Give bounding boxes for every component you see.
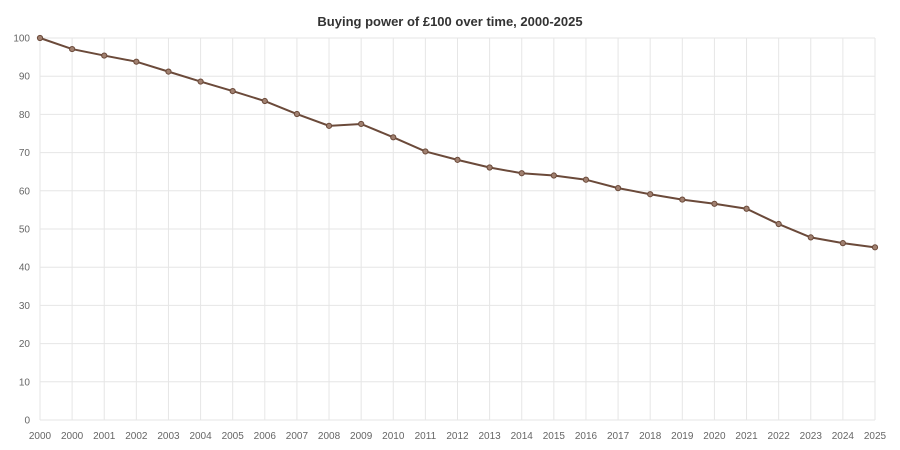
data-point — [36, 34, 44, 42]
x-tick-label: 2018 — [639, 431, 662, 442]
y-tick-label: 100 — [13, 34, 30, 45]
x-tick-label: 2000 — [61, 431, 84, 442]
y-tick-label: 10 — [19, 377, 31, 388]
data-point — [550, 172, 557, 179]
data-point — [614, 185, 622, 192]
data-point — [197, 78, 204, 85]
data-point — [711, 200, 718, 207]
y-axis-ticks: 0 10 20 30 40 50 60 70 80 90 100 — [13, 34, 30, 427]
x-tick-label: 2009 — [350, 431, 373, 442]
data-point — [390, 134, 397, 141]
x-tick-label: 2000 — [29, 431, 52, 442]
x-tick-label: 2017 — [607, 431, 630, 442]
y-tick-label: 40 — [19, 263, 31, 274]
data-point — [518, 170, 525, 177]
data-point — [679, 196, 686, 203]
data-point — [743, 205, 750, 212]
data-point — [422, 148, 429, 155]
data-point — [839, 240, 846, 247]
x-tick-label: 2023 — [800, 431, 823, 442]
y-tick-label: 50 — [19, 225, 31, 236]
data-point — [325, 122, 333, 129]
x-tick-label: 2024 — [832, 431, 855, 442]
x-tick-label: 2020 — [703, 431, 726, 442]
x-tick-label: 2013 — [478, 431, 501, 442]
x-tick-label: 2010 — [382, 431, 405, 442]
x-tick-label: 2003 — [157, 431, 180, 442]
x-tick-label: 2005 — [222, 431, 245, 442]
data-point — [133, 58, 140, 65]
x-tick-label: 2006 — [254, 431, 277, 442]
data-point — [165, 68, 172, 75]
data-point — [358, 120, 365, 128]
x-tick-label: 2004 — [189, 431, 212, 442]
x-tick-label: 2012 — [446, 431, 469, 442]
data-point — [647, 191, 654, 198]
x-tick-label: 2001 — [93, 431, 116, 442]
x-tick-label: 2007 — [286, 431, 309, 442]
x-tick-label: 2008 — [318, 431, 341, 442]
x-tick-label: 2022 — [768, 431, 791, 442]
data-point — [807, 234, 814, 241]
data-point — [486, 164, 493, 171]
data-point — [454, 156, 461, 163]
data-point — [293, 110, 301, 118]
x-tick-label: 2025 — [864, 431, 887, 442]
x-tick-label: 2019 — [671, 431, 694, 442]
y-tick-label: 90 — [19, 72, 31, 83]
data-point — [261, 97, 268, 105]
y-tick-label: 70 — [19, 148, 31, 159]
x-axis-ticks: 2000 2000 2001 2002 2003 2004 2005 2006 2007 2008… — [29, 431, 887, 442]
x-tick-label: 2014 — [511, 431, 534, 442]
x-tick-label: 2002 — [125, 431, 148, 442]
chart-title: Buying power of £100 over time, 2000-202… — [317, 14, 582, 29]
y-tick-label: 60 — [19, 186, 31, 197]
data-point — [871, 244, 879, 251]
y-tick-label: 30 — [19, 301, 31, 312]
data-point — [229, 87, 236, 95]
data-point — [775, 220, 782, 228]
grid-lines — [39, 37, 876, 421]
x-tick-label: 2016 — [575, 431, 598, 442]
y-tick-label: 20 — [19, 339, 31, 350]
x-tick-label: 2021 — [735, 431, 758, 442]
data-point — [101, 52, 108, 59]
y-tick-label: 0 — [24, 416, 30, 427]
data-points — [36, 34, 879, 251]
y-tick-label: 80 — [19, 110, 31, 121]
data-point — [582, 176, 590, 183]
x-tick-label: 2011 — [415, 431, 437, 442]
x-tick-label: 2015 — [543, 431, 566, 442]
data-point — [69, 45, 76, 53]
